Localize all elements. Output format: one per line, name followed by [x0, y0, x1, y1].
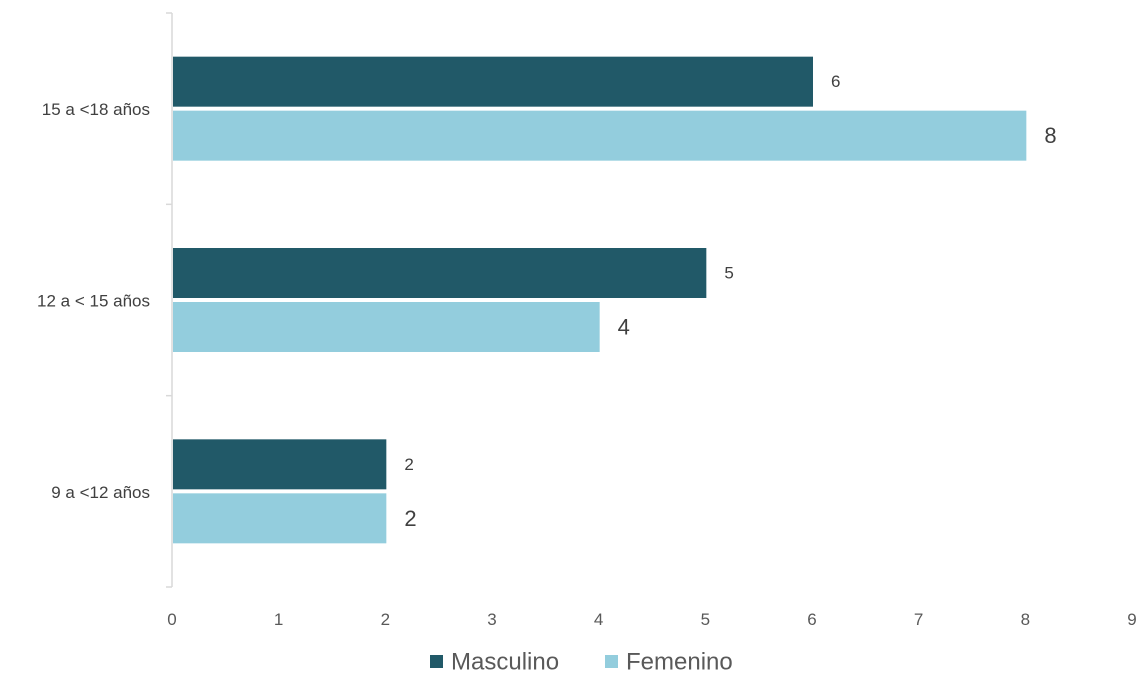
x-tick-label: 2: [381, 610, 390, 629]
data-label-femenino: 4: [618, 315, 630, 340]
data-label-masculino: 2: [404, 455, 413, 474]
x-tick-label: 3: [487, 610, 496, 629]
data-label-masculino: 6: [831, 72, 840, 91]
category-label: 15 a <18 años: [42, 100, 150, 119]
x-tick-label: 0: [167, 610, 176, 629]
legend-label-femenino: Femenino: [626, 649, 733, 676]
x-tick-label: 7: [914, 610, 923, 629]
x-tick-label: 8: [1021, 610, 1030, 629]
legend-swatch-masculino: [430, 655, 443, 668]
x-tick-label: 4: [594, 610, 603, 629]
bar-masculino: [173, 56, 813, 107]
legend-swatch-femenino: [605, 655, 618, 668]
data-label-femenino: 8: [1044, 123, 1056, 148]
x-tick-label: 6: [807, 610, 816, 629]
data-label-femenino: 2: [404, 506, 416, 531]
x-tick-label: 5: [701, 610, 710, 629]
x-tick-label: 1: [274, 610, 283, 629]
data-label-masculino: 5: [724, 264, 733, 283]
bar-femenino: [173, 110, 1027, 161]
bar-masculino: [173, 248, 707, 298]
category-label: 9 a <12 años: [51, 483, 150, 502]
legend-label-masculino: Masculino: [451, 649, 559, 676]
category-label: 12 a < 15 años: [37, 292, 150, 311]
bar-masculino: [173, 439, 387, 490]
bar-femenino: [173, 493, 387, 544]
x-tick-label: 9: [1127, 610, 1136, 629]
bar-femenino: [173, 302, 600, 352]
